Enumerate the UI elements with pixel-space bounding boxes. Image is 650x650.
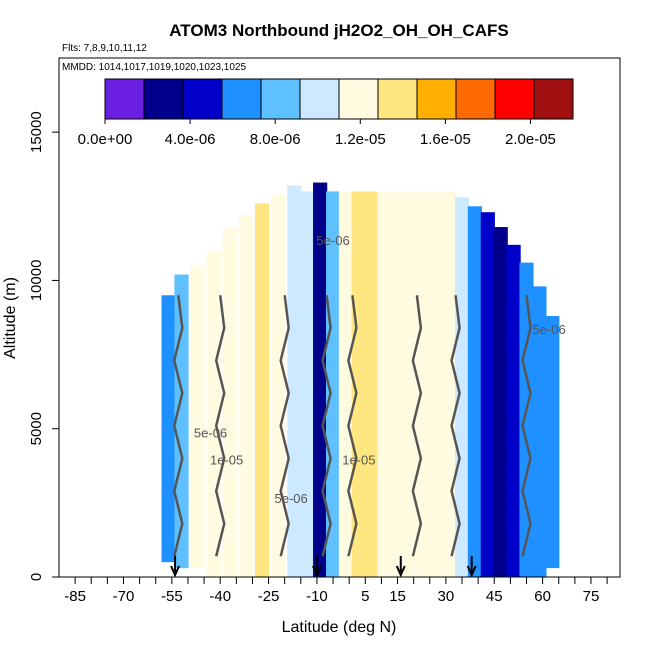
flight-arrow-head-2 [395,565,406,578]
heatmap-column-21 [454,197,470,578]
contour-line-1 [214,295,226,557]
dates-subtitle: MMDD: 1014,1017,1019,1020,1023,1025 [62,62,246,73]
contour-line-6 [450,295,461,557]
x-tick-label-10: 60 [534,588,551,605]
heatmap-column-0 [161,295,176,563]
x-tick-label-0: -85 [64,588,86,605]
contour-label-0: 5e-06 [194,426,227,441]
heatmap-column-16 [390,191,405,577]
y-tick-label-1: 5000 [28,412,45,445]
x-tick-label-6: 5 [361,588,369,605]
x-tick-label-1: -70 [113,588,135,605]
contour-line-2 [279,295,290,557]
heatmap-column-14 [364,191,379,577]
flight-arrow-head-1 [312,565,322,578]
colorbar-segment-8 [417,79,456,119]
colorbar-segment-3 [222,79,261,119]
heatmap-column-8 [287,185,302,578]
colorbar-segment-11 [534,79,573,119]
colorbar-segment-0 [105,79,144,119]
x-tick-label-2: -55 [161,588,183,605]
heatmap-column-15 [377,191,392,577]
contour-line-4 [347,295,358,557]
contour-label-1: 1e-05 [210,452,243,467]
flight-arrow-head-3 [466,565,477,578]
flight-arrows [170,556,477,578]
contour-line-0 [173,295,184,557]
colorbar-tick-label-5: 2.0e-05 [505,131,556,148]
colorbar-frame [104,78,574,120]
heatmap-column-20 [442,191,457,577]
heatmap-column-11 [325,191,341,577]
x-tick-label-7: 15 [389,588,406,605]
heatmap-column-6 [255,203,270,577]
colorbar-segment-5 [300,79,339,119]
heatmap-column-10 [313,182,328,577]
contour-line-5 [411,295,423,557]
x-axis-label: Latitude (deg N) [282,619,397,636]
colorbar: 0.0e+00 4.0e-06 8.0e-06 1.2e-05 1.6e-05 2.0e-… [78,78,574,148]
contour-label-5: 5e-06 [532,322,565,337]
heatmap-column-2 [190,265,205,569]
x-tick-label-3: -40 [209,588,231,605]
x-tick-label-4: -25 [258,588,280,605]
heatmap-column-18 [416,191,431,577]
heatmap-column-4 [222,227,237,577]
colorbar-tick-label-2: 8.0e-06 [250,131,301,148]
colorbar-segment-6 [339,79,378,119]
heatmap-column-19 [429,191,444,577]
flight-arrow-head-0 [170,565,180,578]
y-tick-label-2: 10000 [28,260,45,302]
colorbar-tick-label-0: 0.0e+00 [78,131,133,148]
contour-line-3 [321,295,332,557]
contour-label-4: 5e-06 [275,491,308,506]
x-tick-label-5: -10 [306,588,328,605]
y-tick-label-3: 15000 [28,111,45,153]
heatmap-column-13 [351,191,366,577]
heatmap-column-12 [338,191,354,577]
heatmap-column-27 [532,286,547,577]
chart-title: ATOM3 Northbound jH2O2_OH_OH_CAFS [169,21,508,40]
flights-subtitle: Flts: 7,8,9,10,11,12 [62,43,147,54]
colorbar-segment-7 [378,79,417,119]
plot-frame [58,57,621,578]
heatmap-column-26 [519,262,534,577]
y-axis-label: Altitude (m) [2,277,19,359]
colorbar-tick-label-4: 1.6e-05 [420,131,471,148]
heatmap-column-23 [480,212,495,577]
x-tick-label-8: 30 [438,588,455,605]
colorbar-segment-2 [183,79,222,119]
colorbar-tick-label-1: 4.0e-06 [165,131,216,148]
colorbar-segment-4 [261,79,300,119]
heatmap-column-24 [493,227,508,577]
x-tick-label-11: 75 [583,588,600,605]
colorbar-tick-label-3: 1.2e-05 [335,131,386,148]
heatmap-column-9 [300,191,315,577]
colorbar-segment-9 [456,79,495,119]
contour-line-7 [521,295,532,557]
heatmap-column-28 [545,316,560,569]
x-tick-label-9: 45 [486,588,503,605]
heatmap-cells [161,182,560,578]
contour-lines: 5e-06 1e-05 5e-06 1e-05 5e-06 5e-06 [173,233,566,557]
axes: -85 -70 -55 -40 -25 -10 5 15 30 45 60 75 0 5000 10000 1… [28,111,608,605]
colorbar-segment-1 [144,79,183,119]
heatmap-column-25 [506,244,521,577]
colorbar-segment-10 [495,79,534,119]
heatmap-column-5 [238,215,254,577]
contour-label-2: 5e-06 [316,233,349,248]
y-tick-label-0: 0 [28,573,45,581]
heatmap-column-17 [403,191,418,577]
contour-label-3: 1e-05 [342,452,375,467]
heatmap-column-7 [271,194,286,577]
heatmap-column-22 [467,206,483,578]
